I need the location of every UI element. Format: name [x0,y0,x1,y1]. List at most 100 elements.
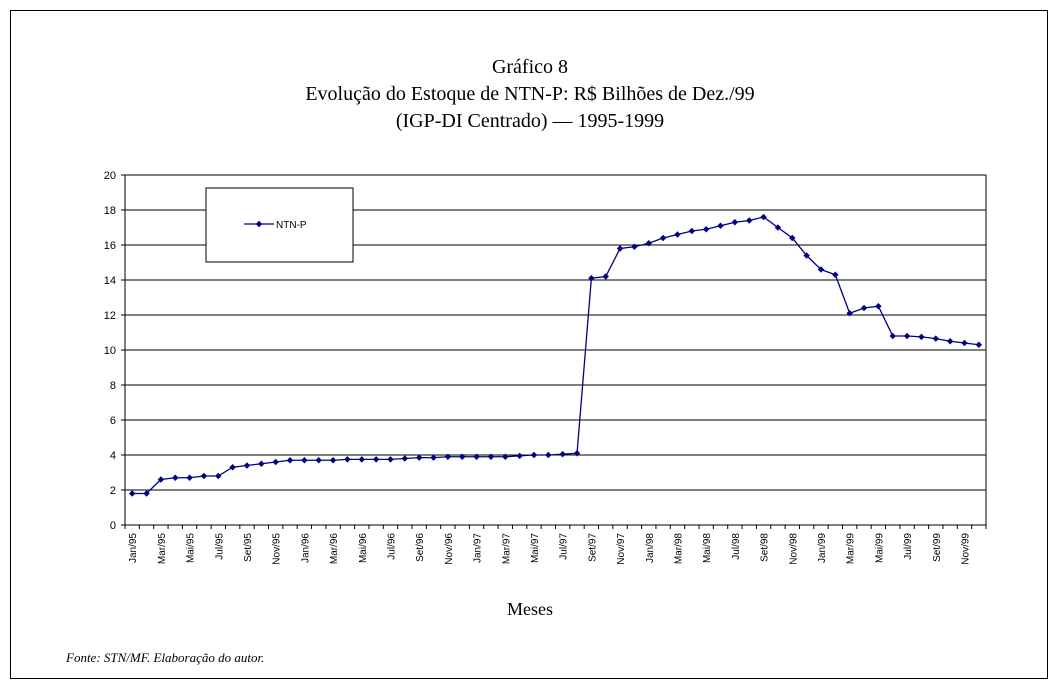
x-tick-label: Mar/97 [501,533,512,565]
data-point [186,474,193,481]
data-point [746,217,753,224]
data-point [473,453,480,460]
data-point [889,332,896,340]
data-point [975,341,983,348]
y-tick-label: 10 [104,345,116,357]
x-tick-label: Set/97 [587,533,598,562]
data-point [372,456,380,463]
x-tick-label: Nov/98 [788,533,799,565]
y-tick-label: 14 [104,275,116,287]
data-point [258,460,265,467]
data-point [545,451,552,459]
y-tick-label: 4 [110,450,116,462]
data-point [860,304,868,312]
data-point [688,227,696,235]
data-point [301,457,308,464]
data-point [415,454,423,461]
y-tick-label: 0 [110,520,116,532]
data-point [631,243,638,250]
x-tick-label: Nov/97 [616,533,627,565]
x-tick-label: Jul/95 [214,533,225,560]
x-tick-label: Nov/95 [272,533,283,565]
legend-label: NTN-P [276,220,307,231]
chart-title-line-3: (IGP-DI Centrado) — 1995-1999 [395,110,665,132]
y-tick-label: 12 [104,310,116,322]
x-tick-label: Set/99 [932,533,943,562]
data-point [774,224,782,231]
y-tick-label: 18 [104,205,116,217]
x-tick-label: Mai/97 [530,533,541,563]
chart-title-line-2: Evolução do Estoque de NTN-P: R$ Bilhões… [305,83,755,105]
x-tick-label: Jan/95 [128,533,139,563]
x-tick-label: Jul/97 [559,533,570,560]
y-tick-label: 16 [104,240,116,252]
data-point [803,252,810,259]
data-point [229,464,236,471]
x-tick-label: Nov/96 [444,533,455,565]
data-point [329,457,337,464]
data-point [875,303,882,310]
x-tick-label: Jan/98 [645,533,656,563]
data-point [961,339,968,347]
data-point [832,271,839,278]
data-point [717,222,724,229]
x-tick-label: Nov/99 [960,533,971,565]
data-point [903,332,911,340]
data-point [344,456,351,463]
data-point [760,213,767,221]
data-point [789,234,796,242]
data-point [530,451,538,459]
data-point [817,266,825,273]
x-tick-label: Mar/98 [673,533,684,565]
data-point [516,452,523,460]
y-tick-label: 20 [104,170,116,182]
data-point [674,231,681,238]
x-tick-label: Set/95 [243,533,254,562]
data-point [702,226,710,233]
data-point [243,462,251,469]
x-tick-label: Jul/99 [903,533,914,560]
y-tick-label: 6 [110,415,116,427]
x-axis-title: Meses [507,599,553,619]
data-point [559,450,566,458]
y-tick-label: 8 [110,380,116,392]
data-point [573,450,581,457]
x-tick-label: Jan/97 [473,533,484,563]
data-point [128,490,136,497]
data-point [172,474,179,481]
data-point [387,456,394,463]
data-point [588,275,595,282]
data-point [731,219,739,226]
legend-box [205,187,354,263]
x-tick-label: Set/96 [415,533,426,562]
data-point [157,476,165,483]
x-tick-label: Mai/98 [702,533,713,563]
data-point [143,490,150,497]
data-point [602,273,609,280]
chart-title-line-1: Gráfico 8 [491,56,569,78]
y-tick-label: 2 [110,485,116,497]
x-tick-label: Mar/95 [157,533,168,565]
data-point [444,453,452,460]
data-point [932,335,939,342]
x-tick-label: Jan/99 [817,533,828,563]
source-note: Fonte: STN/MF. Elaboração do autor. [66,650,265,665]
x-tick-label: Jul/98 [731,533,742,560]
data-point [502,453,509,460]
data-point [272,458,279,466]
data-point [487,453,495,460]
x-tick-label: Mai/95 [186,533,197,563]
x-tick-label: Mar/96 [329,533,340,565]
x-tick-label: Mai/99 [874,533,885,563]
data-point [286,457,294,464]
data-point [358,456,365,463]
data-point [430,454,437,461]
data-point [659,234,667,242]
data-point [215,472,222,480]
data-point [459,453,466,460]
data-point [645,240,652,247]
x-tick-label: Jul/96 [386,533,397,560]
data-point [918,333,925,341]
x-tick-label: Set/98 [760,533,771,562]
